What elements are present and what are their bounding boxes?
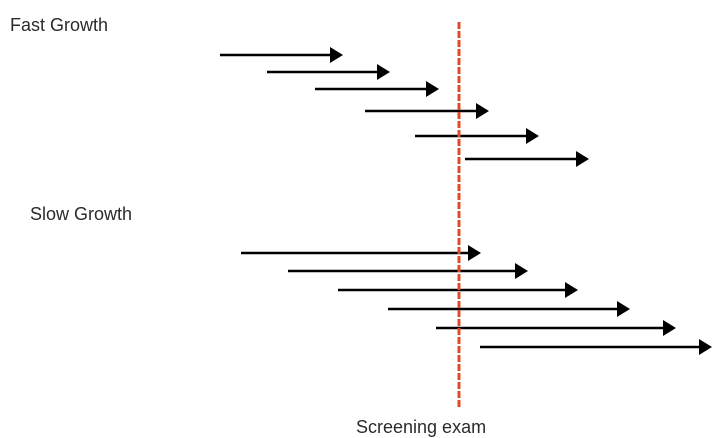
slow-growth-arrow-head-3 xyxy=(565,282,578,298)
fast-growth-label: Fast Growth xyxy=(10,15,109,35)
slow-growth-arrows xyxy=(241,245,712,355)
slow-growth-label: Slow Growth xyxy=(30,204,133,224)
fast-growth-arrow-head-6 xyxy=(576,151,589,167)
fast-growth-arrow-head-5 xyxy=(526,128,539,144)
slow-growth-arrow-head-2 xyxy=(515,263,528,279)
slow-growth-arrow-head-5 xyxy=(663,320,676,336)
fast-growth-arrow-head-2 xyxy=(377,64,390,80)
slow-growth-arrow-head-1 xyxy=(468,245,481,261)
screening-exam-label: Screening exam xyxy=(356,417,487,437)
fast-growth-arrows xyxy=(220,47,589,167)
slow-growth-arrow-head-4 xyxy=(617,301,630,317)
fast-growth-arrow-head-4 xyxy=(476,103,489,119)
fast-growth-arrow-head-1 xyxy=(330,47,343,63)
slow-growth-arrow-head-6 xyxy=(699,339,712,355)
fast-growth-arrow-head-3 xyxy=(426,81,439,97)
